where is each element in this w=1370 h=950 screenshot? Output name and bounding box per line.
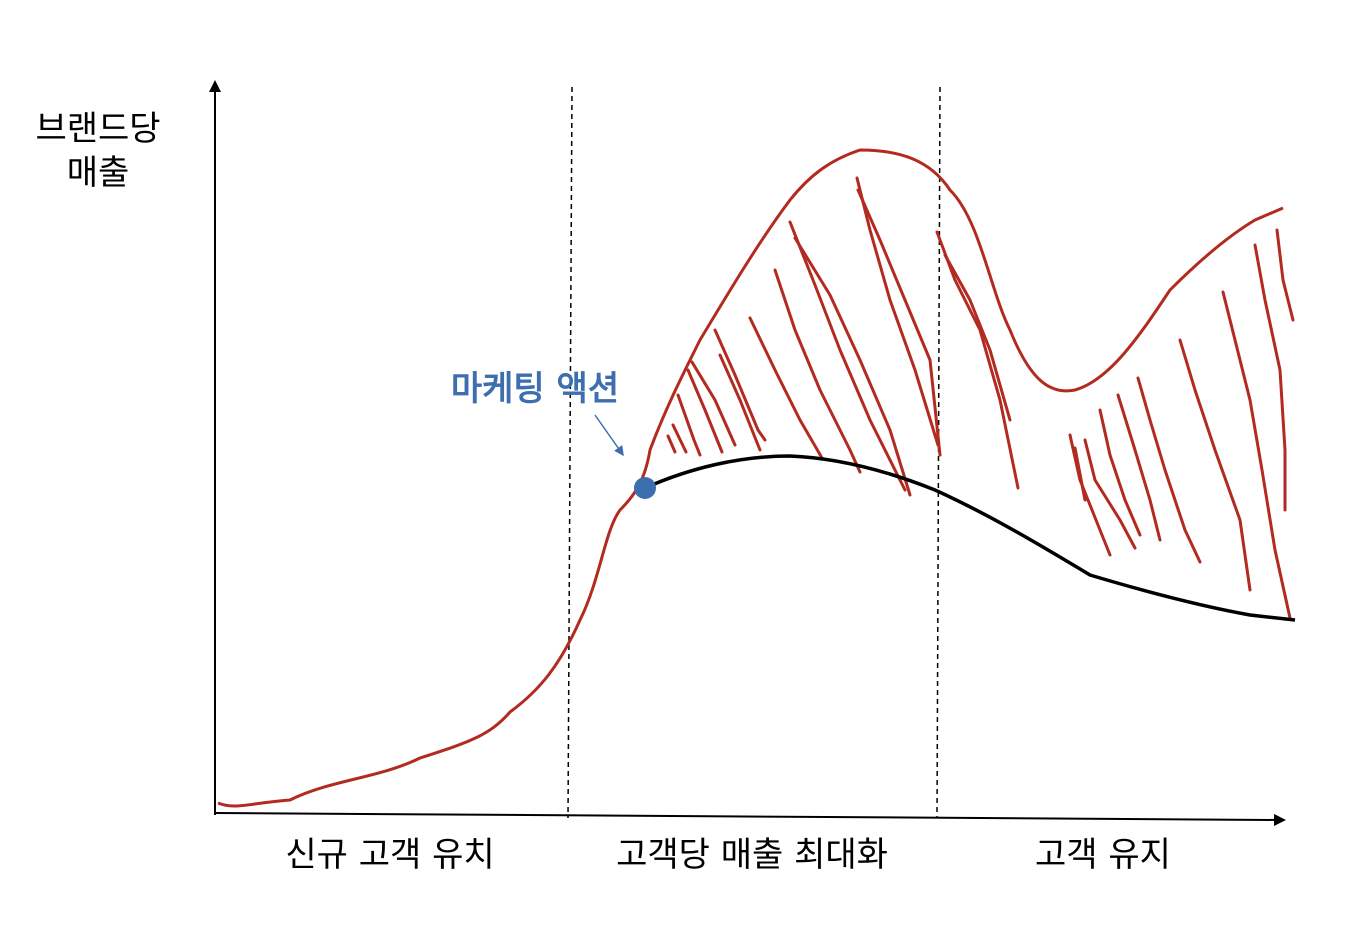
marketing-revenue-curve (217, 148, 1284, 808)
marketing-action-callout: 마케팅 액션 (451, 369, 619, 409)
uplift-hatching (666, 176, 1295, 620)
callout-arrow (594, 414, 624, 457)
phase-divider-1 (567, 86, 573, 819)
marketing-action-marker (634, 477, 656, 499)
x-axis (214, 812, 1286, 826)
phase-label-retention: 고객 유지 (1035, 835, 1171, 875)
phase-label-maximize: 고객당 매출 최대화 (616, 835, 888, 875)
y-axis-label-line-2: 매출 (67, 153, 130, 193)
phase-label-acquisition: 신규 고객 유치 (285, 835, 494, 875)
y-axis-label-line-1: 브랜드당 (35, 109, 160, 149)
baseline-revenue-curve (644, 454, 1296, 622)
phase-divider-2 (936, 86, 941, 819)
